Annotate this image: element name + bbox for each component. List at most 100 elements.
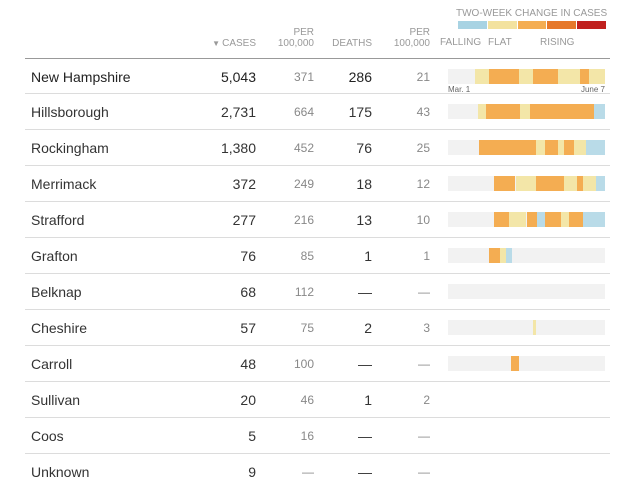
table-row[interactable]: Strafford 277 216 13 10 — [25, 202, 610, 238]
per-label: PER — [409, 27, 430, 38]
row-cases-per-100k: 112 — [294, 285, 314, 299]
row-deaths-per-100k: — — [418, 429, 430, 443]
row-cases-per-100k: 452 — [293, 141, 314, 155]
row-deaths: 76 — [356, 140, 372, 156]
trend-segment-falling — [595, 176, 605, 191]
row-cases: 277 — [232, 212, 256, 228]
legend-label-rising: RISING — [540, 37, 575, 48]
row-cases: 76 — [240, 248, 256, 264]
cases-table: New Hampshire 5,043 371 286 21 Mar. 1 June 7 Hi… — [25, 58, 610, 487]
table-row[interactable]: Rockingham 1,380 452 76 25 — [25, 130, 610, 166]
table-row[interactable]: Grafton 76 85 1 1 — [25, 238, 610, 274]
row-cases: 5 — [248, 428, 256, 444]
trend-segment-rising — [493, 176, 516, 191]
row-name: Rockingham — [31, 140, 109, 156]
table-row[interactable]: Belknap 68 112 — — — [25, 274, 610, 310]
row-deaths: 286 — [348, 69, 372, 85]
trend-segment-rising — [488, 248, 500, 263]
trend-segment-falling — [594, 104, 605, 119]
trend-segment-flat — [515, 176, 536, 191]
row-deaths: 175 — [348, 104, 372, 120]
trend-segment-falling — [586, 140, 605, 155]
trend-segment-flat — [477, 104, 486, 119]
table-row[interactable]: Unknown 9 — — — — [25, 454, 610, 487]
table-row[interactable]: Sullivan 20 46 1 2 — [25, 382, 610, 418]
column-header-deaths-per-100k[interactable]: PER 100,000 — [372, 27, 430, 49]
100k-label: 100,000 — [277, 38, 314, 49]
trend-segment-falling — [537, 212, 546, 227]
trend-segment-flat — [557, 69, 580, 84]
trend-sparkline — [448, 320, 605, 335]
row-cases-per-100k: 85 — [300, 249, 314, 263]
trend-segment-rising — [526, 212, 538, 227]
row-deaths-per-100k: 2 — [423, 393, 430, 407]
trend-sparkline — [448, 284, 605, 299]
row-cases: 2,731 — [220, 104, 256, 120]
trend-segment-rising — [493, 212, 510, 227]
trend-segment-falling — [506, 248, 513, 263]
row-name: Unknown — [31, 464, 90, 480]
table-row[interactable]: Merrimack 372 249 18 12 — [25, 166, 610, 202]
table-row[interactable]: New Hampshire 5,043 371 286 21 Mar. 1 June 7 — [25, 58, 610, 94]
table-row[interactable]: Coos 5 16 — — — [25, 418, 610, 454]
row-cases: 5,043 — [220, 69, 256, 85]
row-cases-per-100k: 75 — [300, 321, 314, 335]
trend-legend: TWO-WEEK CHANGE IN CASES FALLING FLAT RI… — [440, 8, 610, 54]
per-label: PER — [293, 27, 314, 38]
row-deaths: 13 — [356, 212, 372, 228]
column-header-deaths[interactable]: DEATHS — [316, 38, 372, 49]
trend-sparkline — [448, 176, 605, 191]
trend-segment-flat — [589, 69, 605, 84]
trend-segment-rising — [579, 69, 590, 84]
trend-segment-rising — [545, 212, 562, 227]
cases-header-label: CASES — [222, 38, 256, 49]
trend-segment-rising — [535, 176, 565, 191]
row-deaths: 1 — [364, 392, 372, 408]
trend-sparkline — [448, 140, 605, 155]
row-deaths: — — [358, 428, 372, 444]
trend-segment-rising — [545, 140, 558, 155]
trend-sparkline — [448, 356, 605, 371]
trend-segment-flat — [561, 212, 569, 227]
row-name: Belknap — [31, 284, 82, 300]
trend-segment-rising — [510, 356, 519, 371]
row-name: Carroll — [31, 356, 73, 372]
row-cases-per-100k: 16 — [300, 429, 314, 443]
row-cases-per-100k: — — [302, 465, 314, 479]
table-row[interactable]: Cheshire 57 75 2 3 — [25, 310, 610, 346]
column-header-cases-per-100k[interactable]: PER 100,000 — [256, 27, 314, 49]
trend-segment-rising — [568, 212, 583, 227]
row-cases: 57 — [240, 320, 256, 336]
row-deaths-per-100k: 21 — [416, 70, 430, 84]
table-row[interactable]: Hillsborough 2,731 664 175 43 — [25, 94, 610, 130]
row-deaths-per-100k: 10 — [416, 213, 430, 227]
axis-end-label: June 7 — [580, 85, 605, 94]
row-name: Grafton — [31, 248, 78, 264]
row-cases-per-100k: 46 — [300, 393, 314, 407]
trend-segment-rising — [532, 69, 558, 84]
trend-segment-falling — [583, 212, 605, 227]
trend-sparkline — [448, 212, 605, 227]
row-deaths: 18 — [356, 176, 372, 192]
sort-arrow-icon: ▼ — [212, 39, 221, 48]
legend-swatch — [458, 21, 487, 29]
trend-segment-flat — [518, 69, 533, 84]
trend-segment-rising — [488, 69, 519, 84]
trend-segment-flat — [532, 320, 536, 335]
legend-swatch — [517, 21, 547, 29]
row-cases: 48 — [240, 356, 256, 372]
trend-segment-flat — [535, 140, 546, 155]
row-cases: 9 — [248, 464, 256, 480]
column-header-cases[interactable]: ▼ CASES — [180, 38, 256, 49]
trend-segment-flat — [564, 176, 577, 191]
row-cases-per-100k: 664 — [293, 105, 314, 119]
row-deaths-per-100k: 25 — [416, 141, 430, 155]
row-deaths-per-100k: — — [418, 465, 430, 479]
row-deaths-per-100k: — — [418, 285, 430, 299]
row-cases-per-100k: 249 — [293, 177, 314, 191]
row-name: New Hampshire — [31, 69, 131, 85]
row-cases-per-100k: 216 — [293, 213, 314, 227]
trend-segment-flat — [573, 140, 587, 155]
row-deaths: — — [358, 356, 372, 372]
table-row[interactable]: Carroll 48 100 — — — [25, 346, 610, 382]
